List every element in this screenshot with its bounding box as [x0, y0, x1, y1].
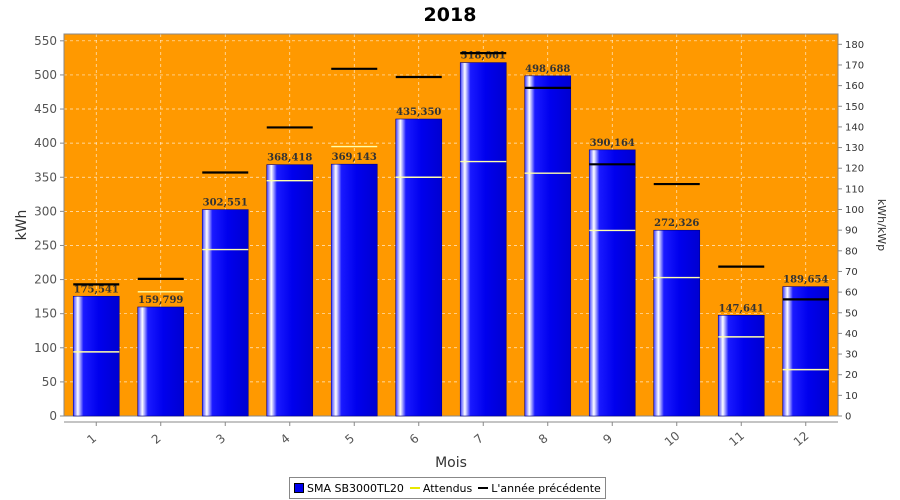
y-tick-label: 550 [34, 34, 57, 48]
y2-tick-label: 90 [845, 226, 858, 237]
x-tick-label: 2 [149, 431, 164, 447]
legend-swatch-expected [409, 487, 420, 489]
y2-tick-label: 170 [845, 60, 864, 71]
legend-swatch-previous-year [478, 487, 489, 489]
y2-tick-label: 0 [845, 412, 851, 423]
bar-value-label: 159,799 [138, 295, 183, 306]
x-tick-label: 9 [600, 431, 615, 447]
y2-tick-label: 50 [845, 308, 858, 319]
bar-value-label: 302,551 [203, 198, 248, 209]
legend-label-production: SMA SB3000TL20 [307, 481, 404, 495]
bar-value-label: 435,350 [396, 107, 441, 118]
bar [201, 209, 249, 417]
y2-tick-label: 120 [845, 164, 864, 175]
y2-tick-label: 60 [845, 288, 858, 299]
legend-item-expected: Attendus [409, 481, 473, 495]
y2-tick-label: 130 [845, 143, 864, 154]
legend-label-previous-year: L'année précédente [491, 481, 601, 495]
y-tick-label: 0 [49, 409, 57, 423]
y-tick-label: 400 [34, 136, 57, 150]
bar [266, 164, 314, 417]
bar [137, 306, 185, 417]
bar [588, 149, 636, 417]
bar [717, 314, 765, 417]
y2-tick-label: 30 [845, 350, 858, 361]
y2-tick-label: 180 [845, 40, 864, 51]
y-tick-label: 100 [34, 341, 57, 355]
y2-tick-label: 80 [845, 246, 858, 257]
legend: SMA SB3000TL20 Attendus L'année précéden… [289, 477, 606, 499]
bar [395, 118, 443, 417]
y-tick-label: 50 [42, 375, 57, 389]
bar-value-label: 147,641 [719, 303, 764, 314]
y2-tick-label: 100 [845, 205, 864, 216]
bar-value-label: 368,418 [267, 153, 312, 164]
x-tick-label: 3 [213, 431, 228, 447]
y-tick-label: 200 [34, 273, 57, 287]
y-tick-label: 500 [34, 68, 57, 82]
bar-value-label: 518,061 [461, 51, 506, 62]
x-tick-label: 12 [791, 429, 812, 450]
y-tick-label: 150 [34, 307, 57, 321]
y-tick-label: 250 [34, 238, 57, 252]
x-tick-label: 5 [342, 431, 357, 447]
plot-border [63, 33, 839, 417]
x-tick-label: 10 [662, 429, 683, 450]
y2-tick-label: 70 [845, 267, 858, 278]
y-tick-label: 450 [34, 102, 57, 116]
x-tick-label: 4 [278, 431, 293, 447]
y-axis-label: kWh [14, 210, 30, 241]
y2-tick-label: 140 [845, 122, 864, 133]
legend-item-production: SMA SB3000TL20 [294, 482, 404, 495]
y2-tick-label: 150 [845, 102, 864, 113]
x-tick-label: 6 [407, 431, 422, 447]
y2-tick-label: 10 [845, 391, 858, 402]
bar-value-label: 189,654 [783, 275, 828, 286]
y-tick-label: 300 [34, 204, 57, 218]
x-tick-label: 11 [726, 429, 747, 450]
bar [524, 75, 572, 417]
bar [72, 295, 120, 417]
y2-tick-label: 110 [845, 184, 864, 195]
y2-axis-label: kWh/kWp [875, 199, 888, 251]
bar-value-label: 498,688 [525, 64, 570, 75]
plot-area [64, 34, 838, 416]
y2-tick-label: 40 [845, 329, 858, 340]
chart-title: 2018 [424, 4, 477, 26]
bar [330, 163, 378, 417]
legend-item-previous-year: L'année précédente [478, 482, 601, 495]
x-tick-label: 1 [84, 431, 99, 447]
y2-tick-label: 20 [845, 370, 858, 381]
legend-swatch-production [294, 483, 304, 493]
x-axis-label: Mois [435, 455, 467, 471]
legend-label-expected: Attendus [422, 481, 473, 495]
bar [653, 229, 701, 417]
y-tick-label: 350 [34, 170, 57, 184]
x-tick-label: 7 [471, 431, 486, 447]
bar-value-label: 369,143 [332, 152, 377, 163]
bar-value-label: 175,541 [74, 284, 119, 295]
x-tick-label: 8 [536, 431, 551, 447]
y2-tick-label: 160 [845, 81, 864, 92]
bar-value-label: 272,326 [654, 218, 699, 229]
bar [459, 62, 507, 417]
bar [782, 286, 830, 417]
bar-value-label: 390,164 [590, 138, 635, 149]
